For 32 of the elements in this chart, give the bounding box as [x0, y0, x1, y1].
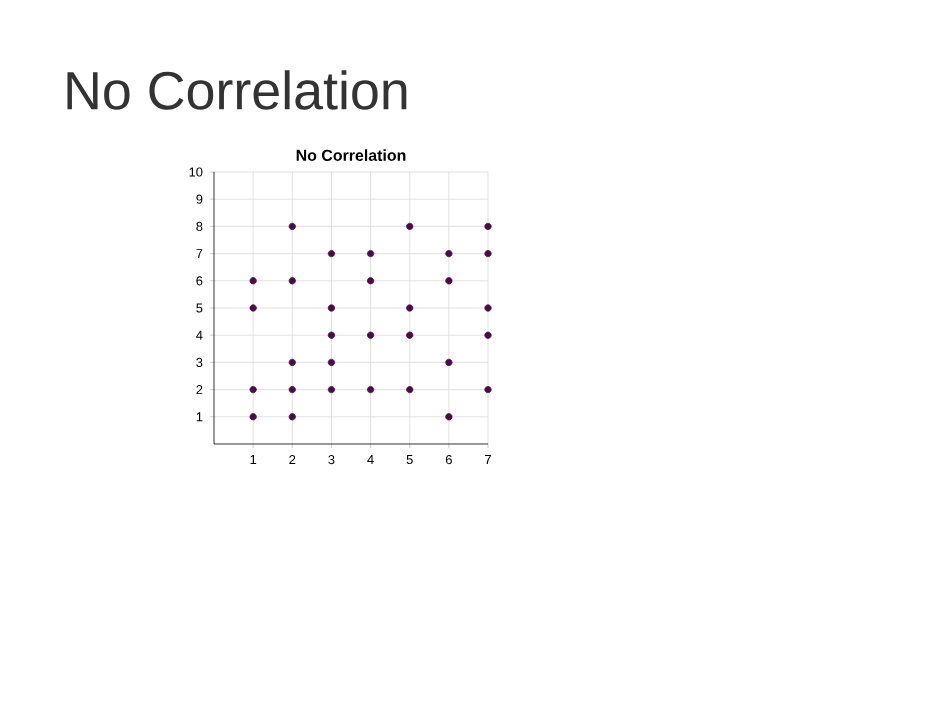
point: [445, 277, 453, 285]
chart-title: No Correlation: [67, 70, 407, 110]
point: [366, 277, 375, 285]
point: [288, 222, 296, 230]
point: [249, 277, 257, 285]
point: [484, 249, 492, 258]
point: [366, 331, 375, 339]
point: [366, 249, 375, 258]
point: [327, 331, 336, 339]
point: [249, 386, 257, 394]
point: [327, 358, 336, 366]
point: [445, 413, 453, 421]
point: [327, 249, 336, 258]
point: [327, 386, 336, 394]
point: [406, 386, 414, 394]
point: [406, 331, 414, 339]
point: [484, 386, 492, 394]
point: [484, 222, 492, 230]
point: [406, 304, 414, 312]
point: [288, 277, 296, 285]
point: [406, 222, 414, 230]
point: [288, 413, 296, 421]
point: [484, 304, 492, 312]
point: [484, 331, 492, 339]
point: [249, 304, 257, 312]
point: [366, 386, 375, 394]
point: [249, 413, 257, 421]
point: [327, 304, 336, 312]
point: [445, 358, 453, 366]
point: [445, 249, 453, 258]
point: [288, 358, 296, 366]
point: [288, 386, 296, 394]
